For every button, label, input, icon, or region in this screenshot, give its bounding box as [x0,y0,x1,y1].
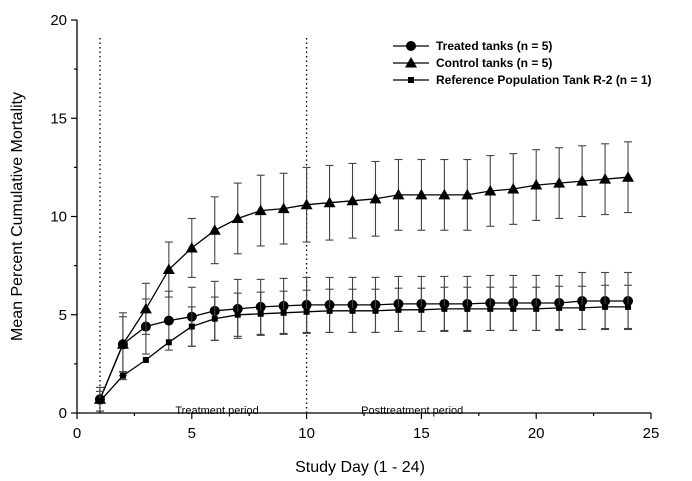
data-point [579,304,586,311]
data-point [372,307,379,314]
series-triangle [93,141,635,412]
legend-marker [405,57,417,68]
legend-item: Reference Population Tank R-2 (n = 1) [393,73,651,87]
data-point [163,315,174,326]
data-point [576,175,589,186]
data-point [231,212,244,223]
data-point [602,303,609,310]
data-point [277,202,290,214]
data-point [418,306,425,313]
data-point [162,263,175,275]
data-point [349,307,356,314]
period-label: Posttreatment period [361,405,463,417]
data-point [280,309,287,316]
x-tick-label: 15 [413,425,430,442]
data-point [369,192,382,204]
data-point [625,303,632,310]
data-point [254,204,267,216]
data-point [165,339,172,346]
y-tick-label: 15 [50,110,67,127]
data-point [599,173,612,184]
data-point [116,338,129,349]
y-tick-label: 0 [59,405,67,422]
series-line [99,176,629,400]
x-tick-label: 5 [188,425,196,442]
data-point [211,315,218,322]
period-annotations: Treatment period Posttreatment period [175,405,463,417]
y-tick-label: 20 [50,12,67,29]
series-line [99,300,628,400]
data-point [510,305,517,312]
data-point [185,241,198,253]
series-square [95,284,633,412]
x-tick-label: 25 [643,425,660,442]
data-point [96,398,103,405]
data-point [533,305,540,312]
data-point [487,305,494,312]
y-axis-label: Mean Percent Cumulative Mortality [9,92,26,341]
data-point [208,224,221,235]
series-group [93,141,635,412]
x-tick-label: 0 [73,425,81,442]
legend-label: Control tanks (n = 5) [436,56,552,70]
data-point [326,307,333,314]
y-tick-label: 5 [59,307,67,324]
x-axis-label: Study Day (1 - 24) [295,459,425,476]
legend-label: Reference Population Tank R-2 (n = 1) [436,73,651,87]
legend-item: Treated tanks (n = 5) [393,39,552,53]
data-point [530,179,543,190]
legend: Treated tanks (n = 5) Control tanks (n = … [393,39,651,87]
data-point [556,304,563,311]
period-label: Treatment period [175,405,258,417]
data-point [303,308,310,315]
data-point [300,198,313,210]
data-point [392,188,405,200]
data-point [119,372,126,379]
data-point [188,323,195,330]
data-point [461,188,474,200]
x-tick-label: 10 [298,425,315,442]
data-point [323,196,336,208]
data-point [464,305,471,312]
data-point [234,311,241,318]
data-point [415,188,428,200]
legend-label: Treated tanks (n = 5) [436,39,552,53]
data-point [257,310,264,317]
data-point [139,302,152,314]
data-point [346,194,359,206]
data-point [441,305,448,312]
data-point [438,188,451,200]
data-point [395,306,402,313]
data-point [142,356,149,363]
axes: 0 5 10 15 20 0 5 10 15 20 25 [50,12,659,442]
legend-marker [406,41,416,51]
data-point [622,171,635,182]
y-tick-label: 10 [50,209,67,226]
x-tick-label: 20 [528,425,545,442]
data-point [507,182,520,194]
series-circle [94,271,634,412]
data-point [484,184,497,196]
legend-marker [408,77,414,83]
data-point [553,177,566,188]
series-line [99,306,628,402]
legend-item: Control tanks (n = 5) [393,56,552,70]
period-divider-lines [99,38,308,413]
